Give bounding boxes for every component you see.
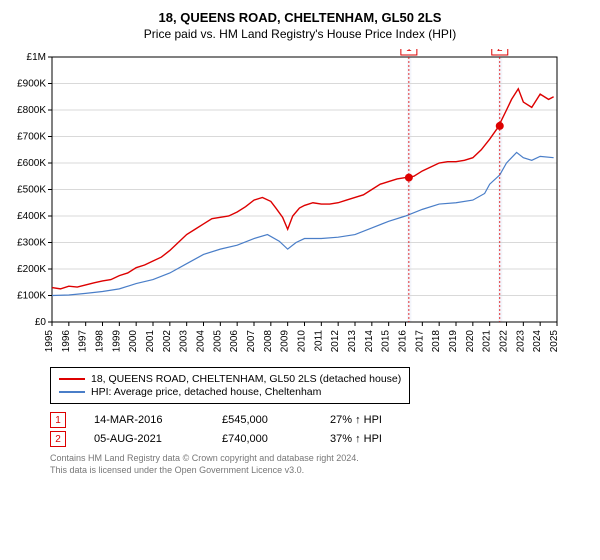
svg-text:£300K: £300K (17, 238, 46, 249)
legend: 18, QUEENS ROAD, CHELTENHAM, GL50 2LS (d… (50, 367, 410, 404)
svg-text:2005: 2005 (212, 330, 223, 353)
svg-text:1996: 1996 (61, 330, 72, 353)
footer-line2: This data is licensed under the Open Gov… (50, 465, 590, 477)
svg-text:2014: 2014 (364, 330, 375, 353)
svg-text:2022: 2022 (499, 330, 510, 353)
transaction-price: £740,000 (222, 433, 302, 445)
legend-label: HPI: Average price, detached house, Chel… (91, 386, 321, 398)
svg-text:£0: £0 (35, 317, 47, 328)
svg-text:2016: 2016 (398, 330, 409, 353)
svg-text:1998: 1998 (95, 330, 106, 353)
legend-swatch (59, 391, 85, 393)
page-subtitle: Price paid vs. HM Land Registry's House … (10, 27, 590, 41)
svg-text:2013: 2013 (347, 330, 358, 353)
svg-text:£800K: £800K (17, 105, 46, 116)
svg-text:2024: 2024 (532, 330, 543, 353)
svg-text:2025: 2025 (549, 330, 560, 353)
svg-text:1997: 1997 (78, 330, 89, 353)
svg-text:2007: 2007 (246, 330, 257, 353)
svg-text:2017: 2017 (414, 330, 425, 353)
svg-text:£1M: £1M (27, 52, 46, 63)
svg-text:£400K: £400K (17, 211, 46, 222)
legend-row: 18, QUEENS ROAD, CHELTENHAM, GL50 2LS (d… (59, 373, 401, 385)
transaction-delta: 27% ↑ HPI (330, 414, 382, 426)
svg-text:1999: 1999 (111, 330, 122, 353)
svg-text:£600K: £600K (17, 158, 46, 169)
svg-text:2023: 2023 (515, 330, 526, 353)
chart-container: £0 £100K £200K £300K £400K £500K £600K £700K £80… (10, 49, 590, 359)
svg-text:2008: 2008 (263, 330, 274, 353)
svg-text:2021: 2021 (482, 330, 493, 353)
svg-text:2012: 2012 (330, 330, 341, 353)
svg-text:£100K: £100K (17, 291, 46, 302)
svg-text:2004: 2004 (196, 330, 207, 353)
footer-attribution: Contains HM Land Registry data © Crown c… (50, 453, 590, 476)
svg-text:2009: 2009 (280, 330, 291, 353)
svg-text:£500K: £500K (17, 185, 46, 196)
transaction-date: 14-MAR-2016 (94, 414, 194, 426)
transaction-row: 1 14-MAR-2016 £545,000 27% ↑ HPI (50, 412, 590, 428)
transaction-price: £545,000 (222, 414, 302, 426)
svg-text:2: 2 (497, 49, 503, 54)
svg-text:2019: 2019 (448, 330, 459, 353)
svg-text:£200K: £200K (17, 264, 46, 275)
transaction-row: 2 05-AUG-2021 £740,000 37% ↑ HPI (50, 431, 590, 447)
svg-text:2000: 2000 (128, 330, 139, 353)
price-chart: £0 £100K £200K £300K £400K £500K £600K £700K £80… (10, 49, 570, 359)
svg-text:2011: 2011 (313, 330, 324, 352)
svg-text:2002: 2002 (162, 330, 173, 353)
legend-swatch (59, 378, 85, 380)
transactions-table: 1 14-MAR-2016 £545,000 27% ↑ HPI 2 05-AUG-202… (50, 412, 590, 447)
svg-text:£900K: £900K (17, 79, 46, 90)
svg-text:2001: 2001 (145, 330, 156, 353)
svg-text:2020: 2020 (465, 330, 476, 353)
svg-text:£700K: £700K (17, 132, 46, 143)
page-title: 18, QUEENS ROAD, CHELTENHAM, GL50 2LS (10, 10, 590, 25)
transaction-marker: 1 (50, 412, 66, 428)
svg-text:2010: 2010 (297, 330, 308, 353)
transaction-delta: 37% ↑ HPI (330, 433, 382, 445)
svg-text:2003: 2003 (179, 330, 190, 353)
svg-text:1: 1 (406, 49, 412, 54)
svg-text:2018: 2018 (431, 330, 442, 353)
transaction-marker: 2 (50, 431, 66, 447)
legend-row: HPI: Average price, detached house, Chel… (59, 386, 401, 398)
legend-label: 18, QUEENS ROAD, CHELTENHAM, GL50 2LS (d… (91, 373, 401, 385)
svg-text:1995: 1995 (44, 330, 55, 353)
transaction-date: 05-AUG-2021 (94, 433, 194, 445)
svg-text:2006: 2006 (229, 330, 240, 353)
svg-text:2015: 2015 (381, 330, 392, 353)
footer-line1: Contains HM Land Registry data © Crown c… (50, 453, 590, 465)
